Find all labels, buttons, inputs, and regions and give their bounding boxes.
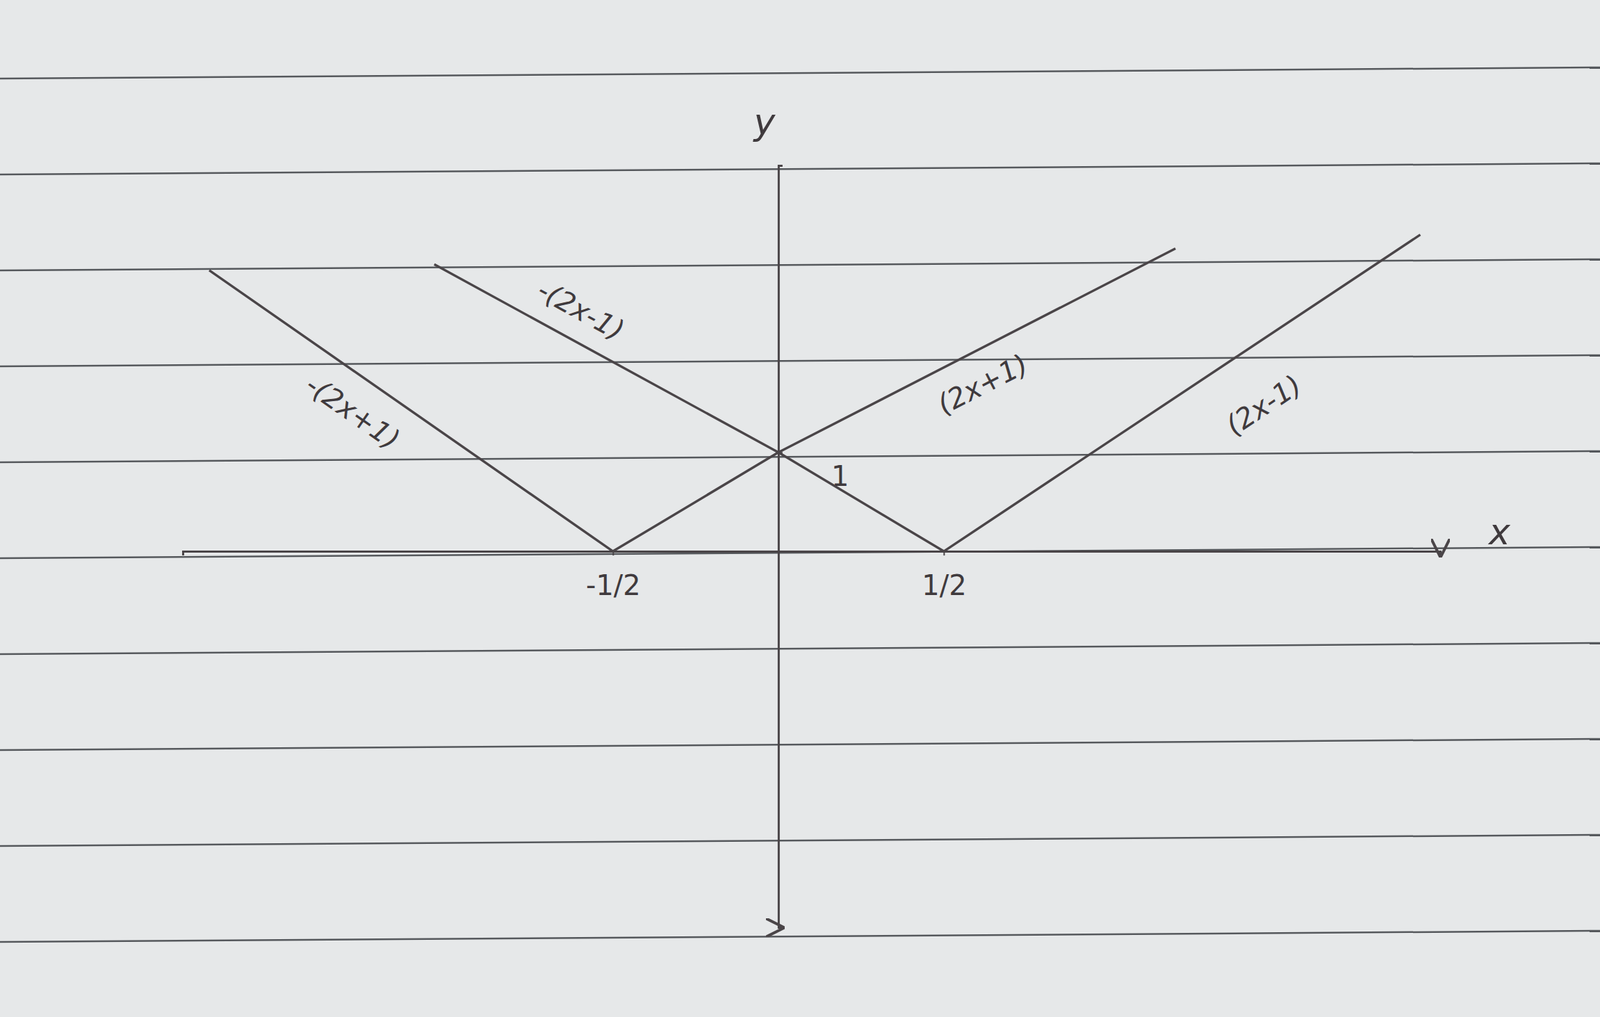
x-axis-title: x (1487, 510, 1512, 553)
y-axis: 1 (778, 166, 849, 928)
paper-rule (0, 547, 1600, 559)
x-tick: 1/2 (921, 551, 967, 601)
line-label: (2x+1) (932, 347, 1033, 421)
paper-rule (0, 259, 1600, 271)
y-tick-label: 1 (831, 460, 849, 493)
x-tick: -1/2 (585, 551, 641, 601)
paper-rule (0, 451, 1600, 463)
paper-rule (0, 738, 1600, 750)
line-label: -(2x-1) (532, 273, 630, 347)
plot-area (209, 234, 1420, 552)
series-line (434, 234, 1421, 552)
y-axis-title: y (752, 100, 777, 143)
chart: -1/2 1/2 1 x y -(2x+1) -(2x-1) (2x+1) (2x-1) (0, 0, 1600, 1017)
x-tick-label: -1/2 (585, 569, 641, 602)
paper-rule (0, 67, 1600, 79)
paper-rule (0, 355, 1600, 367)
line-label: (2x-1) (1219, 368, 1308, 442)
paper-rule (0, 163, 1600, 175)
x-axis: -1/2 1/2 (183, 551, 1441, 601)
x-axis-line (183, 551, 1441, 557)
series-line (209, 248, 1176, 552)
x-tick-label: 1/2 (921, 569, 967, 602)
paper-rule (0, 930, 1600, 942)
paper (0, 0, 1600, 1017)
line-label: -(2x+1) (299, 368, 406, 456)
paper-rules (0, 67, 1600, 1017)
y-axis-line (778, 166, 783, 928)
paper-rule (0, 834, 1600, 846)
paper-rule (0, 642, 1600, 655)
